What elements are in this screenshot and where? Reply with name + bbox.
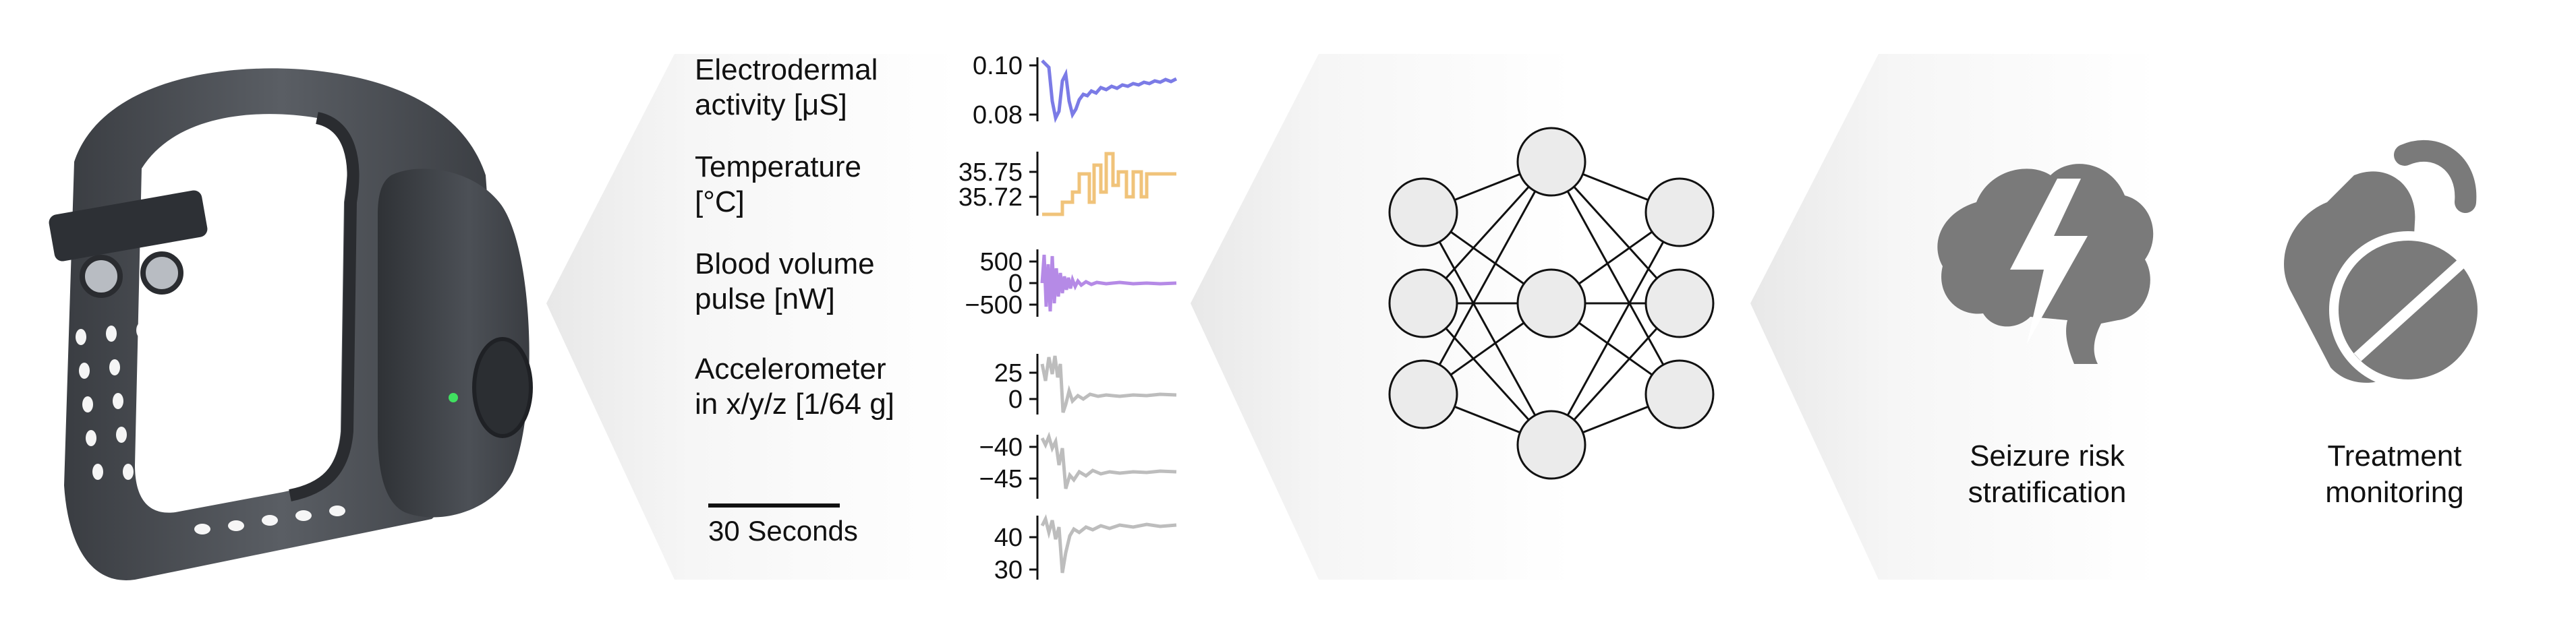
input-node-2 [1388, 268, 1458, 338]
eda-label-line1: Electrodermal [695, 53, 878, 86]
brain-lightning-icon [1937, 164, 2154, 364]
eda-label: Electrodermal activity [μS] [695, 53, 878, 123]
accel-z-tick-1: 30 [994, 556, 1023, 584]
bvp-label-line2: pulse [nW] [695, 282, 835, 315]
temperature-tick-0: 35.75 [958, 158, 1023, 187]
input-node-1 [1388, 177, 1458, 247]
bvp-tick-0: 500 [980, 248, 1023, 276]
wristband-device-image [49, 68, 533, 580]
bvp-trace [1040, 254, 1177, 312]
temperature-trace [1042, 152, 1176, 216]
temperature-tick-1: 35.72 [958, 183, 1023, 212]
accel-z-tick-0: 40 [994, 524, 1023, 552]
temperature-label-line2: [°C] [695, 185, 745, 218]
bvp-tick-2: −500 [965, 291, 1023, 319]
bvp-label: Blood volume pulse [nW] [695, 247, 875, 317]
accel-x-tick-0: 25 [994, 359, 1023, 388]
eda-tick-1: 0.08 [973, 101, 1023, 129]
accel-x-tick-1: 0 [1008, 386, 1023, 414]
treatment-monitoring-caption-line1: Treatment [2327, 439, 2462, 472]
output-node-3 [1644, 359, 1715, 429]
bvp-tick-1: 0 [1008, 270, 1023, 298]
hidden-node-3 [1516, 410, 1586, 480]
bvp-label-line1: Blood volume [695, 247, 875, 280]
seizure-risk-caption-line1: Seizure risk [1970, 439, 2125, 472]
output-node-2 [1644, 268, 1715, 338]
accel-z-trace [1040, 514, 1177, 574]
input-node-3 [1388, 359, 1458, 429]
temperature-label: Temperature [°C] [695, 150, 861, 220]
output-node-1 [1644, 177, 1715, 247]
seizure-risk-caption-line2: stratification [1968, 476, 2127, 509]
treatment-monitoring-caption: Treatment monitoring [2293, 438, 2496, 511]
pill-capsule-icon [2284, 140, 2487, 389]
accel-x-trace [1040, 355, 1177, 413]
hidden-node-2 [1516, 268, 1586, 338]
eda-trace [1041, 59, 1178, 123]
treatment-monitoring-caption-line2: monitoring [2325, 476, 2464, 509]
accelerometer-label-line2: in x/y/z [1/64 g] [695, 388, 894, 421]
temperature-label-line1: Temperature [695, 150, 862, 183]
scale-bar-label: 30 Seconds [708, 515, 858, 547]
eda-tick-0: 0.10 [973, 52, 1023, 80]
accelerometer-label-line1: Accelerometer [695, 353, 886, 386]
accel-y-trace [1040, 431, 1177, 489]
accel-y-tick-1: −45 [979, 465, 1023, 493]
chevron-panel-2 [1191, 54, 1572, 580]
accelerometer-label: Accelerometer in x/y/z [1/64 g] [695, 352, 894, 422]
hidden-node-1 [1516, 127, 1586, 197]
seizure-risk-caption: Seizure risk stratification [1936, 438, 2158, 511]
eda-label-line2: activity [μS] [695, 88, 847, 121]
accel-y-tick-0: −40 [979, 433, 1023, 462]
chevron-panel-1 [546, 54, 958, 580]
